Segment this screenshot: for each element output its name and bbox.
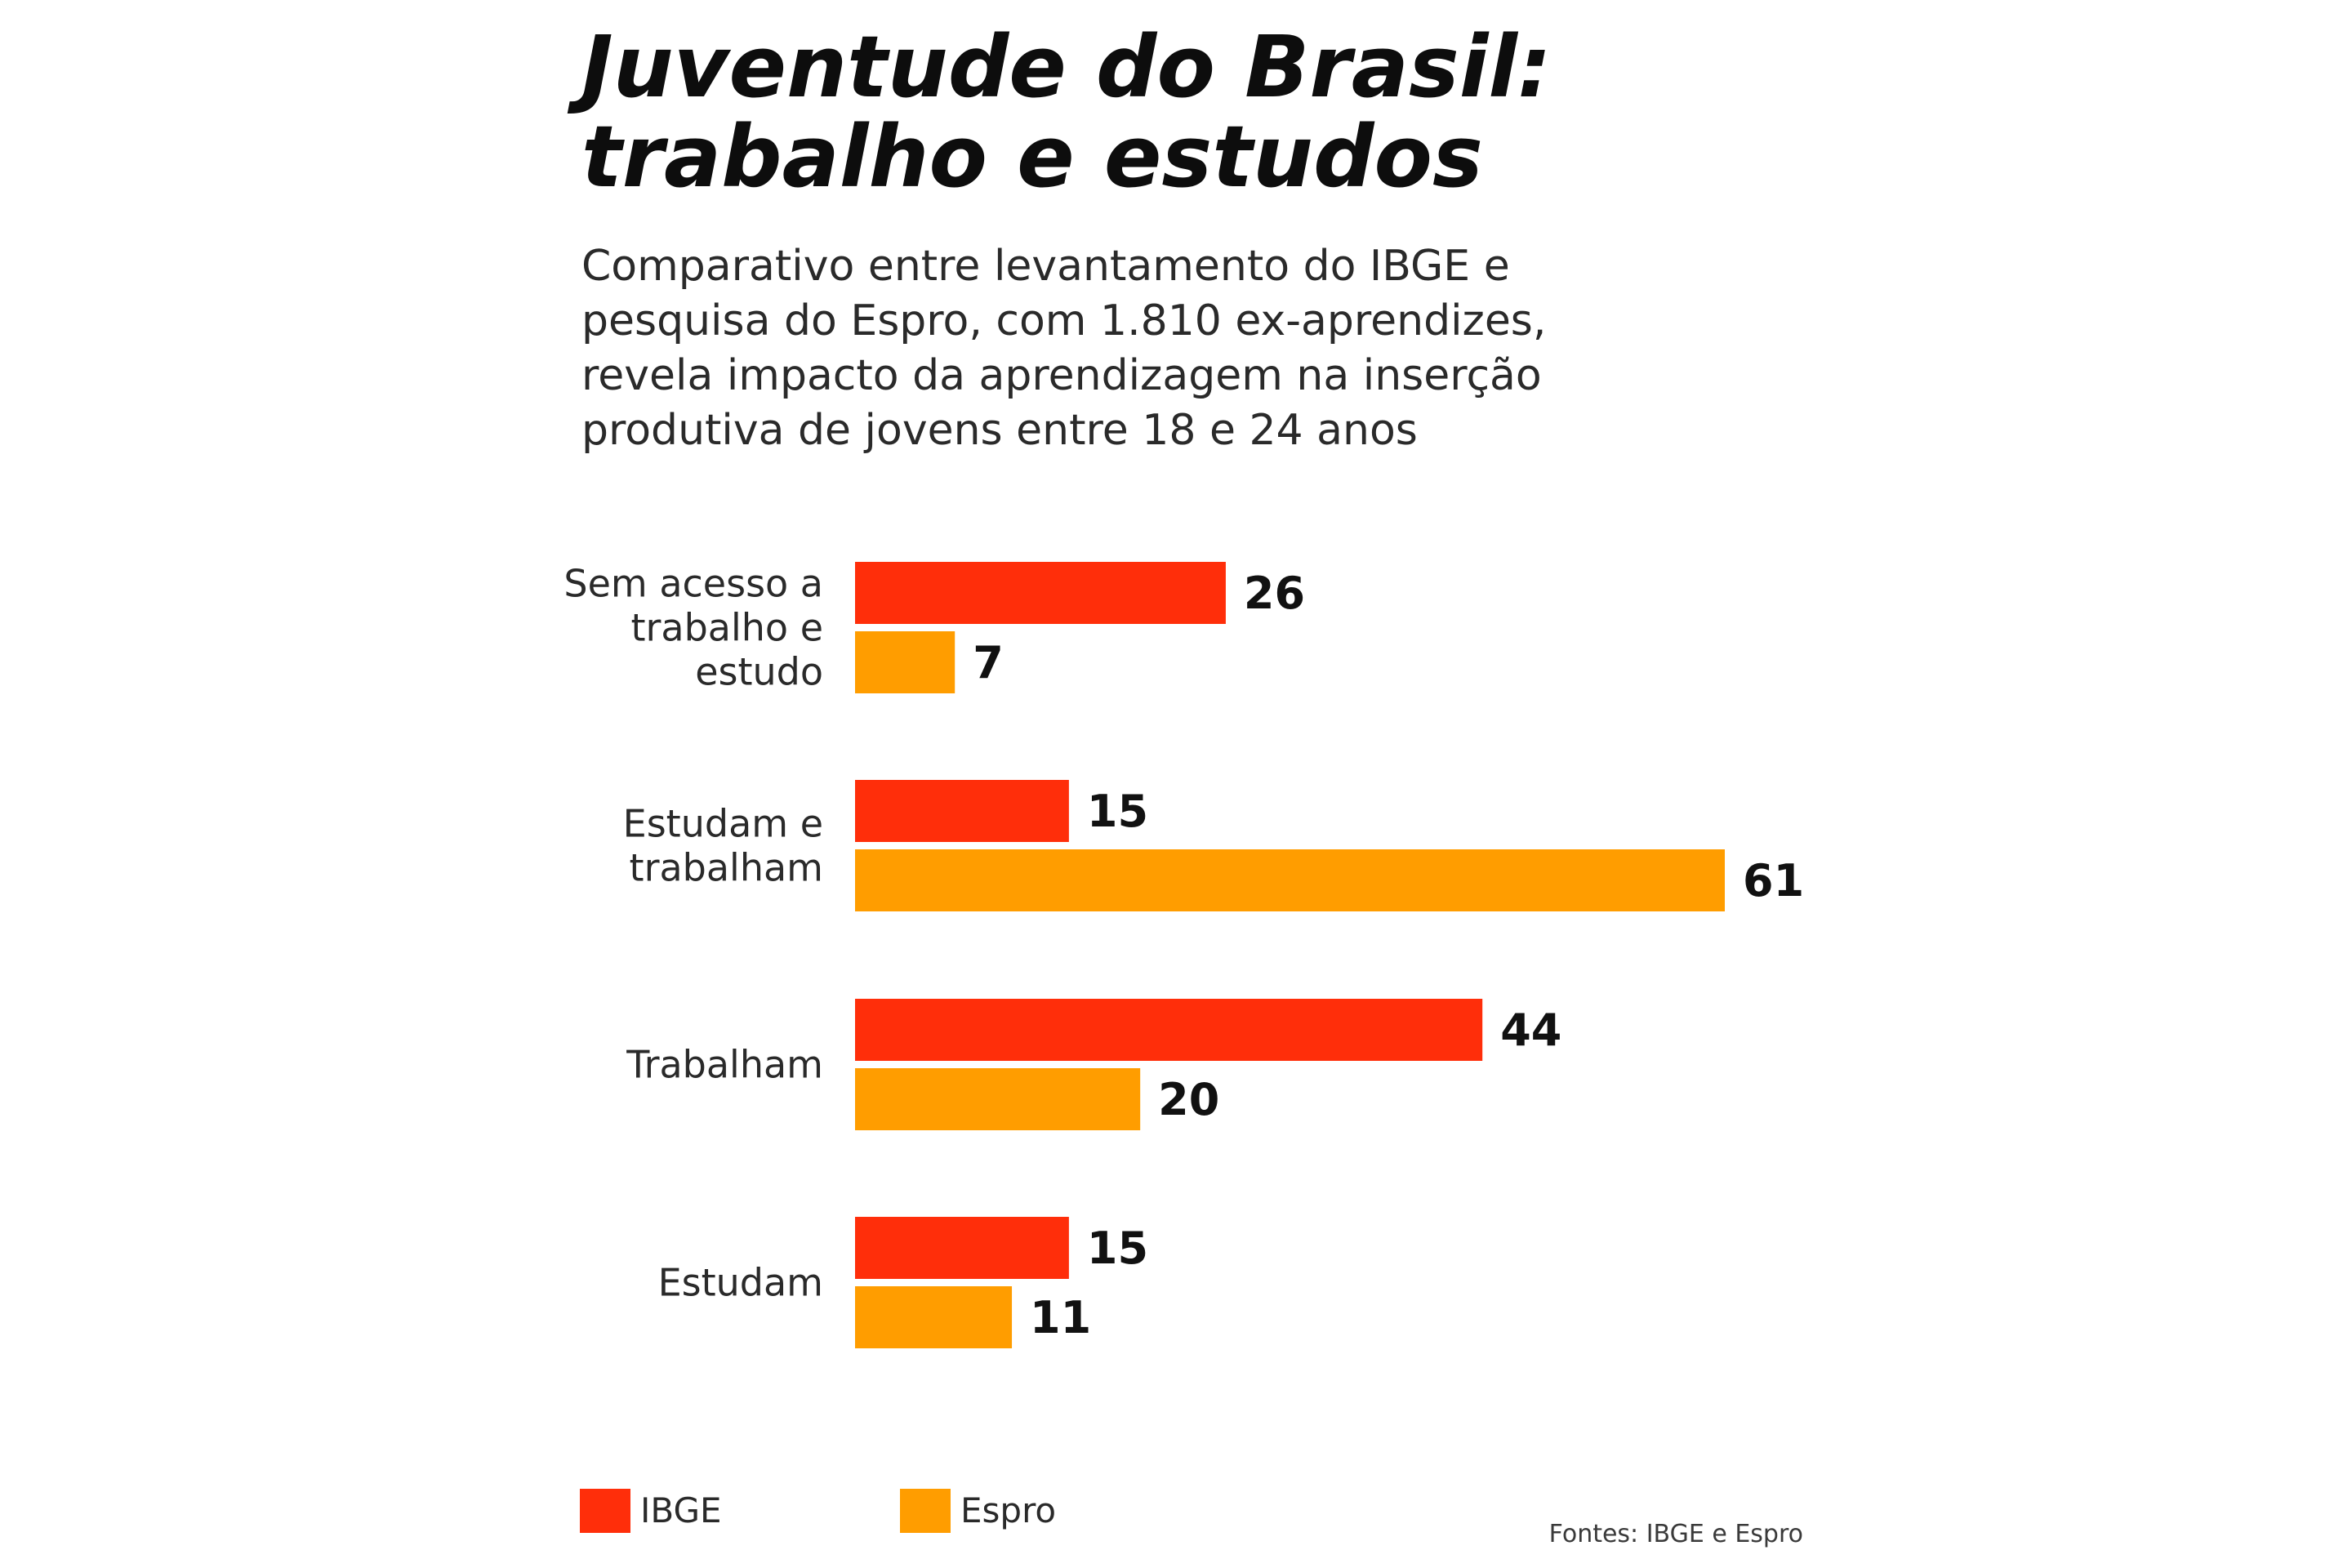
value-label-ibge-3: 44: [1500, 1004, 1561, 1056]
legend-swatch-ibge: [580, 1489, 630, 1533]
subtitle-line-2: pesquisa do Espro, com 1.810 ex-aprendiz…: [581, 296, 1546, 345]
category-label-1-line-1: Sem acesso a: [564, 562, 823, 606]
bar-ibge-2: [855, 780, 1069, 842]
category-label-4-line-1: Estudam: [658, 1261, 823, 1305]
value-label-ibge-1: 26: [1244, 568, 1305, 619]
category-label-2-line-1: Estudam e: [623, 802, 823, 846]
bar-ibge-1: [855, 562, 1226, 624]
value-label-ibge-4: 15: [1087, 1223, 1148, 1274]
chart-subtitle: Comparativo entre levantamento do IBGE e…: [581, 242, 1546, 455]
value-label-ibge-2: 15: [1087, 786, 1148, 837]
bar-espro-4: [855, 1286, 1013, 1348]
value-labels: 26 7 15 61 44 20 15 11: [973, 568, 1804, 1343]
bars: [855, 562, 1725, 1348]
subtitle-line-1: Comparativo entre levantamento do IBGE e: [581, 242, 1510, 291]
subtitle-line-3: revela impacto da aprendizagem na inserç…: [581, 351, 1542, 400]
bar-ibge-3: [855, 999, 1483, 1061]
legend-label-espro: Espro: [960, 1490, 1056, 1530]
value-label-espro-3: 20: [1158, 1074, 1219, 1125]
source-note: Fontes: IBGE e Espro: [1549, 1520, 1803, 1548]
bar-espro-3: [855, 1068, 1141, 1130]
bar-espro-2: [855, 849, 1725, 911]
legend-label-ibge: IBGE: [640, 1490, 722, 1530]
bar-espro-1: [855, 631, 956, 693]
chart-title: Juventude do Brasil:trabalho e estudos: [567, 17, 1552, 207]
bar-ibge-4: [855, 1217, 1069, 1279]
legend: IBGE Espro: [580, 1489, 1056, 1533]
value-label-espro-2: 61: [1743, 855, 1804, 906]
category-label-1-line-3: estudo: [695, 650, 823, 694]
subtitle-line-4: produtiva de jovens entre 18 e 24 anos: [581, 406, 1418, 455]
title-line-1: Juventude do Brasil:: [567, 17, 1552, 117]
value-label-espro-4: 11: [1030, 1292, 1091, 1343]
title-line-2: trabalho e estudos: [581, 107, 1483, 207]
category-label-2-line-2: trabalham: [630, 846, 823, 890]
value-label-espro-1: 7: [973, 637, 1004, 688]
legend-swatch-espro: [900, 1489, 951, 1533]
category-label-3-line-1: Trabalham: [626, 1043, 823, 1087]
category-label-1-line-2: trabalho e: [630, 606, 823, 650]
